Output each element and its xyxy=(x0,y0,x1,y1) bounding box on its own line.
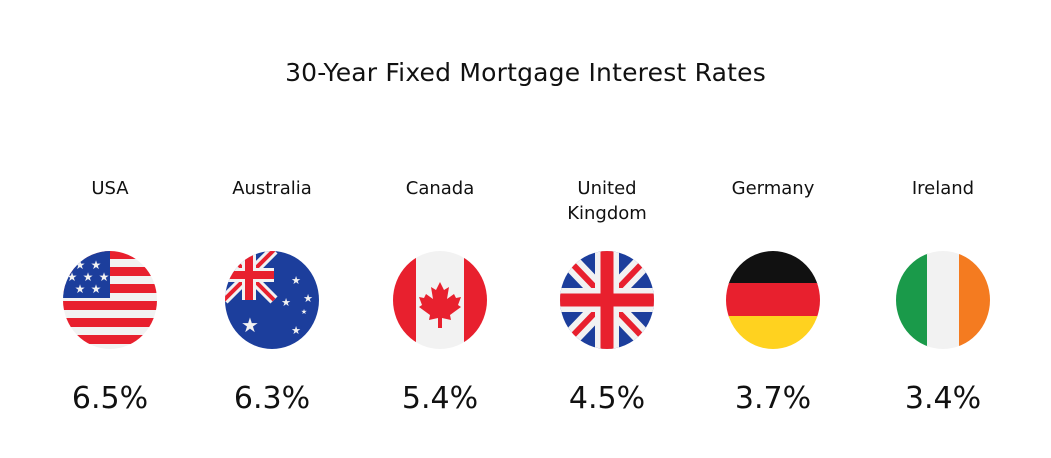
country-usa: USA ★ ★ ★ ★ ★ ★ ★ 6.5% xyxy=(25,176,195,416)
country-ireland: Ireland 3.4% xyxy=(858,176,1028,416)
svg-text:★: ★ xyxy=(91,258,102,272)
svg-text:★: ★ xyxy=(241,313,259,337)
country-label: USA xyxy=(91,178,129,199)
svg-text:★: ★ xyxy=(83,270,94,284)
chart-title: 30-Year Fixed Mortgage Interest Rates xyxy=(285,58,766,87)
ireland-flag-icon xyxy=(895,250,991,350)
svg-text:★: ★ xyxy=(67,270,78,284)
country-label: United Kingdom xyxy=(567,178,647,224)
country-label: Germany xyxy=(731,178,815,199)
rate-value: 6.5% xyxy=(71,381,149,416)
uk-flag-icon xyxy=(559,250,655,350)
svg-text:★: ★ xyxy=(75,258,86,272)
country-germany: Germany 3.7% xyxy=(688,176,858,416)
country-united-kingdom: United Kingdom 4.5% xyxy=(522,176,692,416)
svg-text:★: ★ xyxy=(281,296,291,309)
svg-text:★: ★ xyxy=(75,282,86,296)
country-label: Australia xyxy=(232,178,312,199)
svg-text:★: ★ xyxy=(301,308,307,316)
usa-flag-icon: ★ ★ ★ ★ ★ ★ ★ xyxy=(62,250,158,350)
country-label: Canada xyxy=(405,178,475,199)
svg-text:★: ★ xyxy=(291,274,301,287)
rate-value: 3.7% xyxy=(734,381,812,416)
country-canada: Canada 5.4% xyxy=(355,176,525,416)
svg-text:★: ★ xyxy=(291,324,301,337)
country-label: Ireland xyxy=(911,178,975,199)
australia-flag-icon: ★ ★ ★ ★ ★ ★ xyxy=(224,250,320,350)
rate-value: 6.3% xyxy=(233,381,311,416)
svg-text:★: ★ xyxy=(303,292,313,305)
germany-flag-icon xyxy=(725,250,821,350)
svg-text:★: ★ xyxy=(99,270,110,284)
svg-text:★: ★ xyxy=(91,282,102,296)
rate-value: 3.4% xyxy=(904,381,982,416)
rate-value: 5.4% xyxy=(401,381,479,416)
country-australia: Australia ★ ★ ★ ★ ★ ★ xyxy=(187,176,357,416)
rate-value: 4.5% xyxy=(568,381,646,416)
canada-flag-icon xyxy=(392,250,488,350)
